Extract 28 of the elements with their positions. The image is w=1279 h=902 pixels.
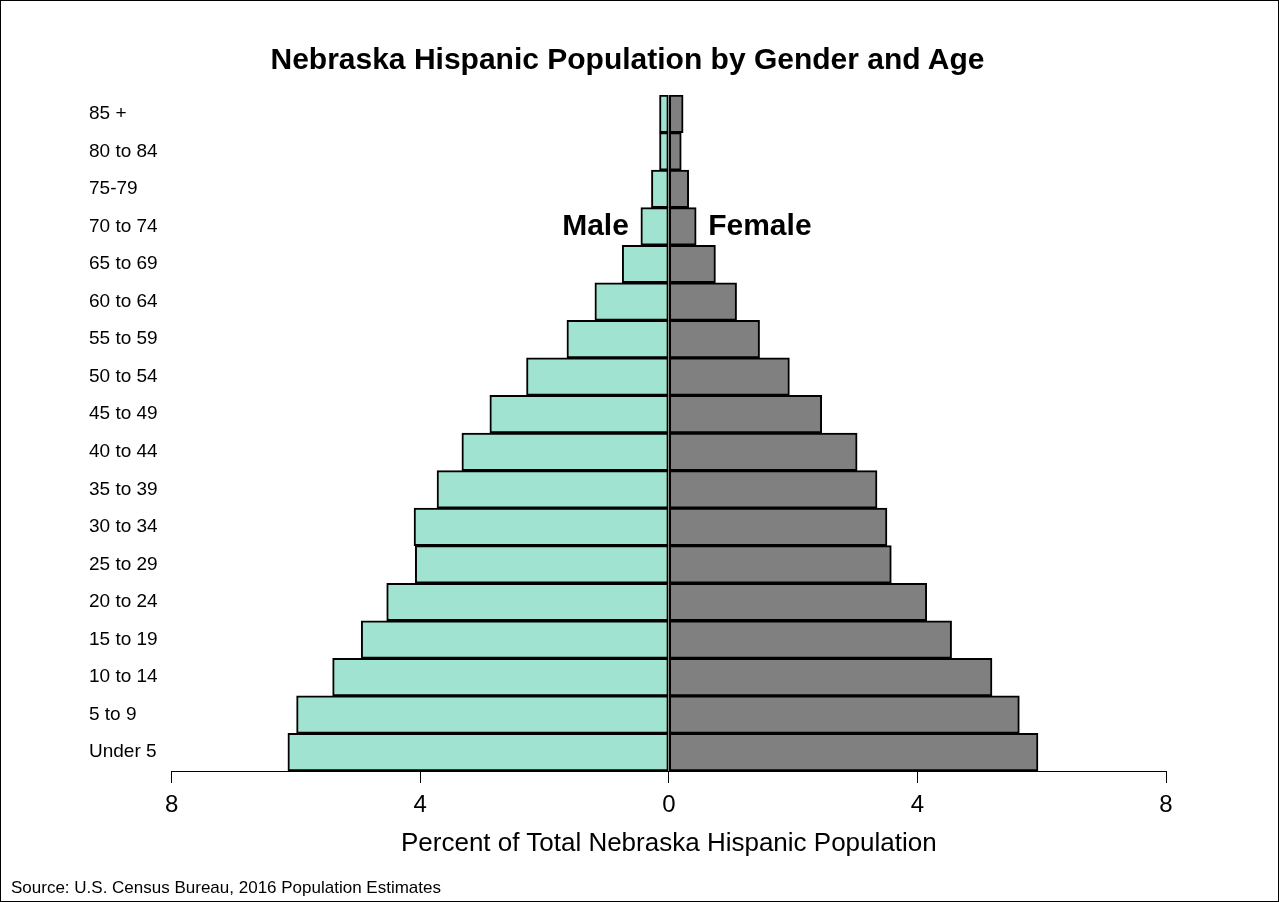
y-tick-label: 55 to 59 [89, 327, 158, 349]
y-tick-label: 25 to 29 [89, 552, 158, 574]
y-tick-label: 45 to 49 [89, 402, 158, 424]
x-tick-label: 4 [413, 790, 427, 818]
y-tick-label: 20 to 24 [89, 590, 159, 612]
x-axis-title: Percent of Total Nebraska Hispanic Population [400, 826, 937, 857]
x-tick-label: 0 [662, 790, 676, 818]
y-tick-label: 60 to 64 [89, 289, 159, 311]
y-tick-label: 15 to 19 [89, 627, 158, 649]
y-tick-label: 35 to 39 [89, 477, 158, 499]
series-label: Male [562, 207, 629, 241]
source-note: Source: U.S. Census Bureau, 2016 Population Estimates [11, 878, 441, 897]
y-tick-label: 5 to 9 [89, 702, 137, 724]
y-tick-label: 50 to 54 [89, 364, 159, 386]
y-tick-label: 85 + [89, 102, 127, 124]
y-tick-label: 80 to 84 [89, 139, 159, 161]
y-tick-label: 70 to 74 [89, 214, 159, 236]
x-tick-label: 4 [910, 790, 925, 818]
chart-title: Nebraska Hispanic Population by Gender and Age [270, 42, 985, 76]
y-tick-label: 10 to 14 [89, 665, 159, 687]
y-tick-label: Under 5 [89, 740, 157, 762]
y-tick-label: 75-79 [89, 177, 138, 199]
x-tick-label: 8 [164, 790, 179, 818]
y-tick-label: 30 to 34 [89, 515, 159, 537]
y-tick-label: 40 to 44 [89, 440, 159, 462]
x-tick-label: 8 [1159, 790, 1173, 818]
y-tick-label: 65 to 69 [89, 252, 158, 274]
series-label: Female [708, 207, 812, 241]
